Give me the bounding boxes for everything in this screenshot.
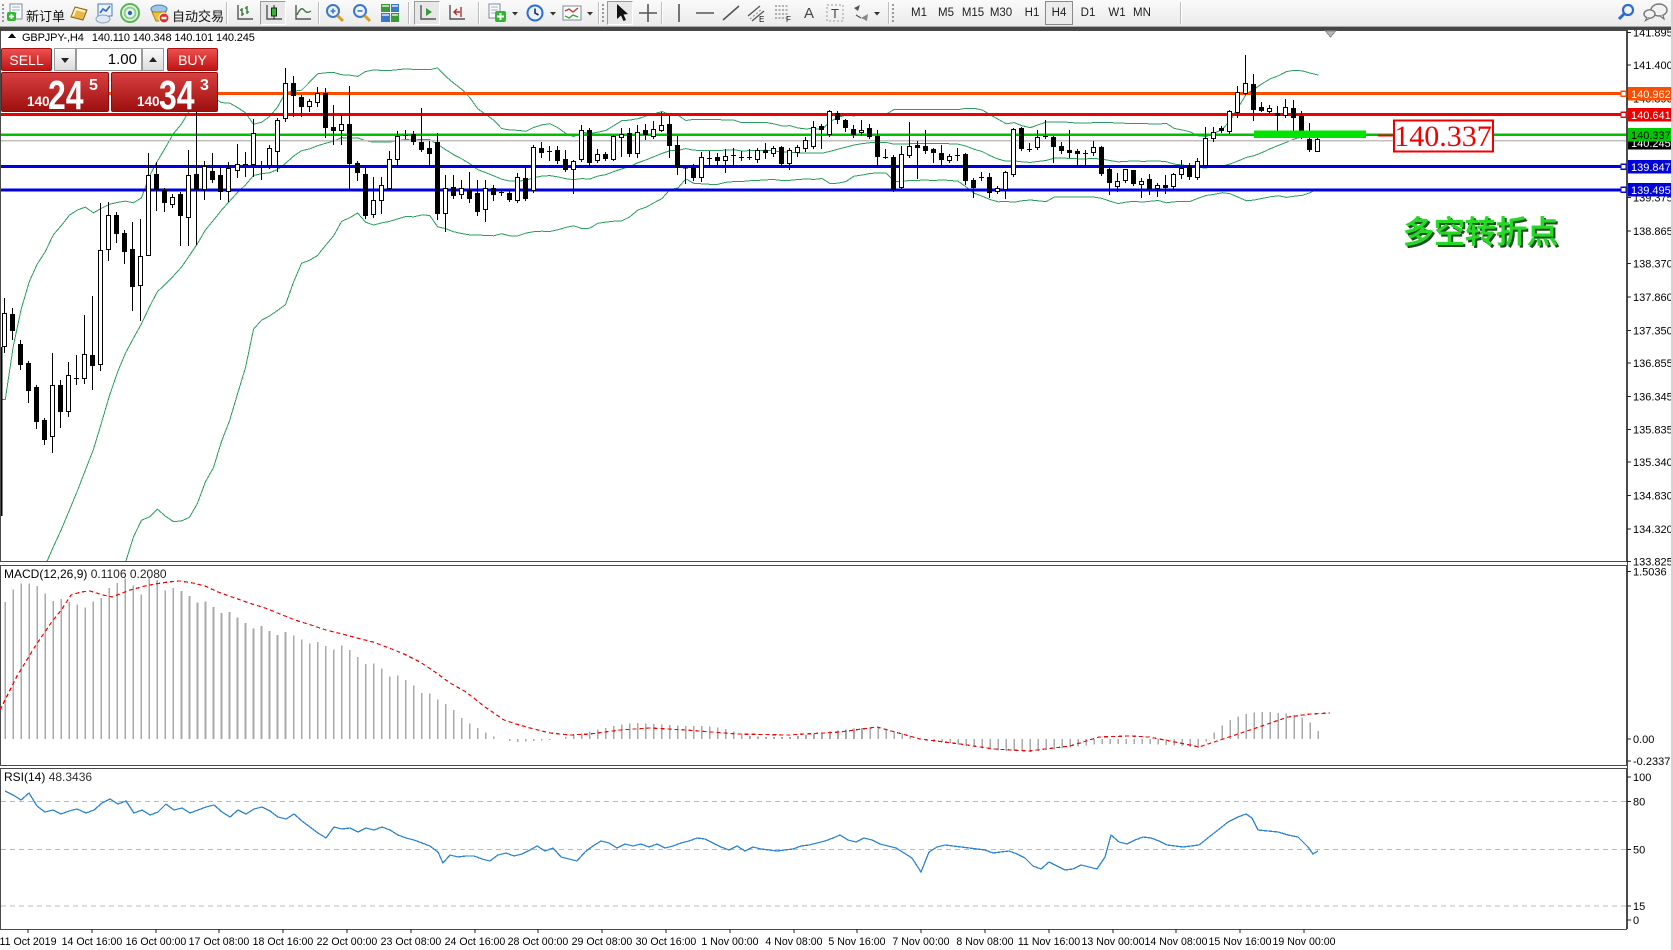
svg-text:140.641: 140.641 xyxy=(1631,110,1671,122)
svg-text:134.320: 134.320 xyxy=(1633,524,1673,536)
svg-text:8 Nov 08:00: 8 Nov 08:00 xyxy=(956,936,1013,948)
svg-text:18 Oct 16:00: 18 Oct 16:00 xyxy=(253,936,314,948)
svg-text:137.350: 137.350 xyxy=(1633,325,1673,337)
svg-text:0: 0 xyxy=(1633,915,1639,927)
svg-text:140.337: 140.337 xyxy=(1631,130,1671,142)
svg-text:28 Oct 00:00: 28 Oct 00:00 xyxy=(508,936,569,948)
svg-text:1 Nov 00:00: 1 Nov 00:00 xyxy=(701,936,758,948)
svg-text:135.340: 135.340 xyxy=(1633,457,1673,469)
svg-text:134.830: 134.830 xyxy=(1633,491,1673,503)
svg-text:MACD(12,26,9) 0.1106 0.2080: MACD(12,26,9) 0.1106 0.2080 xyxy=(4,567,167,581)
svg-text:137.860: 137.860 xyxy=(1633,292,1673,304)
svg-text:多空转折点: 多空转折点 xyxy=(1405,217,1560,252)
svg-text:15 Nov 16:00: 15 Nov 16:00 xyxy=(1208,936,1271,948)
svg-text:141.895: 141.895 xyxy=(1633,28,1673,40)
svg-text:22 Oct 00:00: 22 Oct 00:00 xyxy=(317,936,378,948)
svg-text:139.495: 139.495 xyxy=(1631,185,1671,197)
svg-text:1.5036: 1.5036 xyxy=(1633,567,1667,579)
svg-text:29 Oct 08:00: 29 Oct 08:00 xyxy=(572,936,633,948)
svg-text:140.337: 140.337 xyxy=(1394,120,1492,153)
svg-text:13 Nov 00:00: 13 Nov 00:00 xyxy=(1081,936,1144,948)
svg-text:7 Nov 00:00: 7 Nov 00:00 xyxy=(892,936,949,948)
svg-text:15: 15 xyxy=(1633,901,1645,913)
svg-text:4 Nov 08:00: 4 Nov 08:00 xyxy=(765,936,822,948)
svg-text:30 Oct 16:00: 30 Oct 16:00 xyxy=(636,936,697,948)
svg-text:0.00: 0.00 xyxy=(1633,734,1654,746)
svg-text:14 Oct 16:00: 14 Oct 16:00 xyxy=(62,936,123,948)
svg-text:23 Oct 08:00: 23 Oct 08:00 xyxy=(381,936,442,948)
svg-text:136.345: 136.345 xyxy=(1633,391,1673,403)
svg-text:多空转折点: 多空转折点 xyxy=(1403,215,1558,250)
svg-text:E: E xyxy=(759,15,764,24)
svg-text:14 Nov 08:00: 14 Nov 08:00 xyxy=(1144,936,1207,948)
svg-text:-0.2337: -0.2337 xyxy=(1633,756,1670,768)
svg-text:138.865: 138.865 xyxy=(1633,226,1673,238)
svg-text:RSI(14) 48.3436: RSI(14) 48.3436 xyxy=(4,770,92,784)
svg-text:50: 50 xyxy=(1633,845,1645,857)
svg-text:19 Nov 00:00: 19 Nov 00:00 xyxy=(1272,936,1335,948)
svg-text:138.370: 138.370 xyxy=(1633,259,1673,271)
svg-text:135.835: 135.835 xyxy=(1633,425,1673,437)
svg-text:100: 100 xyxy=(1633,772,1651,784)
svg-text:11 Nov 16:00: 11 Nov 16:00 xyxy=(1018,936,1080,948)
svg-text:139.847: 139.847 xyxy=(1631,162,1671,174)
svg-text:GBPJPY-,H4 140.110 140.348 14: GBPJPY-,H4 140.110 140.348 140.101 140.2… xyxy=(22,32,255,44)
svg-text:F: F xyxy=(786,15,791,24)
svg-text:5 Nov 16:00: 5 Nov 16:00 xyxy=(828,936,885,948)
svg-text:141.400: 141.400 xyxy=(1633,60,1673,72)
svg-text:16 Oct 00:00: 16 Oct 00:00 xyxy=(126,936,187,948)
svg-text:11 Oct 2019: 11 Oct 2019 xyxy=(0,936,57,948)
svg-text:A: A xyxy=(804,5,814,22)
svg-text:140.962: 140.962 xyxy=(1631,89,1671,101)
svg-text:136.855: 136.855 xyxy=(1633,358,1673,370)
svg-text:133.825: 133.825 xyxy=(1633,557,1673,569)
svg-text:T: T xyxy=(831,6,839,21)
svg-text:80: 80 xyxy=(1633,797,1645,809)
svg-text:24 Oct 16:00: 24 Oct 16:00 xyxy=(445,936,506,948)
svg-text:17 Oct 08:00: 17 Oct 08:00 xyxy=(189,936,250,948)
